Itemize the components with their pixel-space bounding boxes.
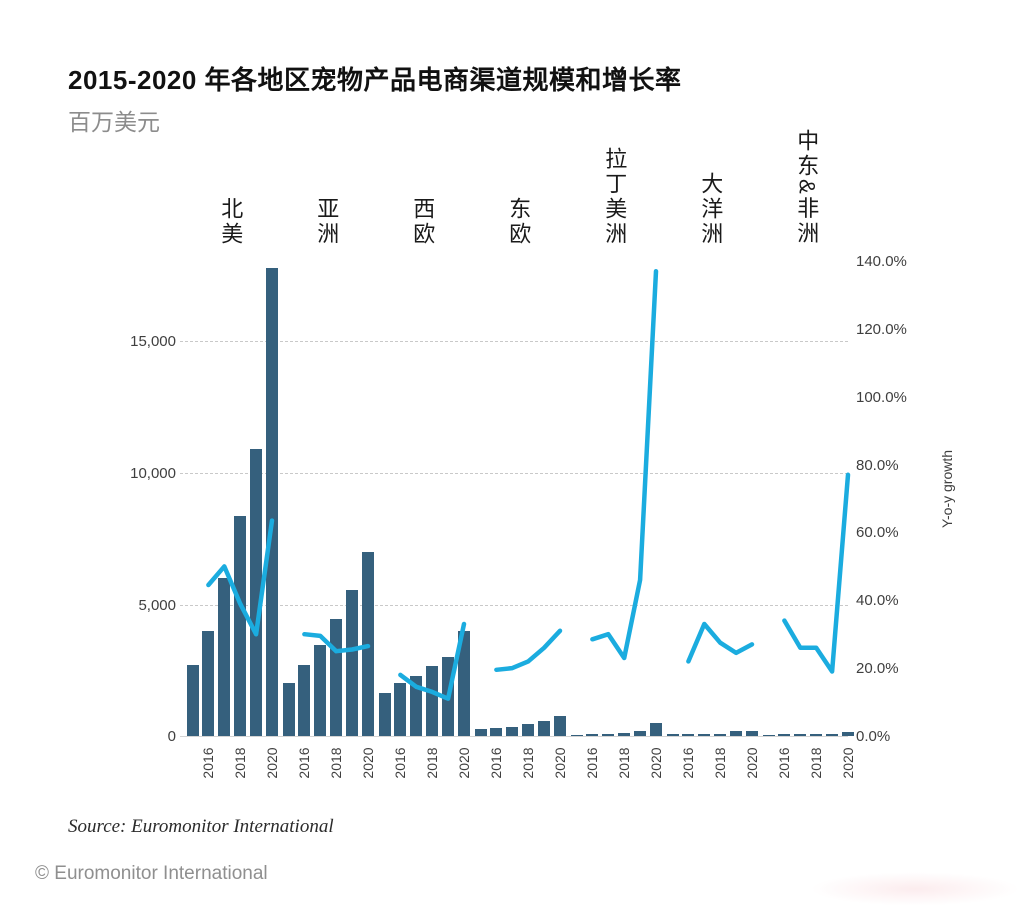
growth-line-region-2 <box>398 621 467 701</box>
right-axis-tick: 80.0% <box>856 456 899 474</box>
bar-2015 <box>282 683 295 736</box>
x-axis-line <box>180 736 848 737</box>
x-axis-tick-year: 2018 <box>808 747 825 779</box>
left-axis-tick: 10,000 <box>130 464 176 482</box>
region-label: 东欧 <box>506 197 532 247</box>
x-axis-tick-year: 2018 <box>616 747 633 779</box>
growth-line-region-4 <box>590 268 659 661</box>
right-axis-tick: 40.0% <box>856 592 899 610</box>
bar-2020 <box>266 267 278 736</box>
growth-line-region-1 <box>302 631 371 654</box>
bar-2020 <box>746 730 758 736</box>
region-label: 拉丁美洲 <box>602 147 628 247</box>
region-label: 大洋洲 <box>698 172 724 247</box>
x-axis-tick-year: 2016 <box>200 747 217 779</box>
x-axis-tick-year: 2020 <box>840 747 856 779</box>
bar-2017 <box>698 733 711 736</box>
bar-2015 <box>474 728 487 736</box>
growth-line-region-6 <box>782 472 851 674</box>
bar-2017 <box>602 733 615 736</box>
bar-2018 <box>522 723 535 736</box>
bar-2019 <box>634 731 647 736</box>
plot-area <box>180 260 856 737</box>
right-axis-tick: 60.0% <box>856 524 899 542</box>
bar-2015 <box>378 692 391 736</box>
bar-2020 <box>458 630 470 736</box>
growth-line-region-5 <box>686 621 755 664</box>
bar-2016 <box>394 683 407 736</box>
left-axis-tick: 15,000 <box>130 333 176 351</box>
bar-2019 <box>730 731 743 736</box>
right-axis-title: Y-o-y growth <box>939 449 955 529</box>
growth-line-region-0 <box>206 518 275 637</box>
bar-2017 <box>410 675 423 736</box>
right-axis-tick: 0.0% <box>856 728 891 745</box>
bar-2017 <box>506 726 519 736</box>
growth-line-region-3 <box>494 628 563 673</box>
right-axis-tick: 20.0% <box>856 660 899 678</box>
bar-2017 <box>218 578 231 736</box>
bar-2016 <box>490 728 503 736</box>
bar-2015 <box>186 665 199 736</box>
x-axis-tick-year: 2020 <box>744 747 760 779</box>
source-note: Source: Euromonitor International <box>68 816 334 837</box>
bar-2016 <box>202 630 215 736</box>
gridline-15000 <box>180 341 848 343</box>
region-label: 中东&非洲 <box>794 129 820 247</box>
bar-2016 <box>682 733 695 736</box>
x-axis-tick-year: 2016 <box>776 747 793 779</box>
x-axis-tick-year: 2018 <box>328 747 345 779</box>
x-axis-tick-year: 2020 <box>456 747 472 779</box>
bar-2020 <box>650 722 662 736</box>
region-label: 亚洲 <box>314 197 340 247</box>
x-axis-tick-year: 2016 <box>680 747 697 779</box>
gridline-10000 <box>180 472 848 474</box>
gridline-5000 <box>180 604 848 606</box>
page-title: 2015-2020 年各地区宠物产品电商渠道规模和增长率 <box>68 65 682 95</box>
bar-2016 <box>298 665 311 736</box>
x-axis-tick-year: 2018 <box>520 747 537 779</box>
x-axis-tick-year: 2018 <box>232 747 249 779</box>
bar-2018 <box>618 733 631 736</box>
x-axis-tick-year: 2016 <box>584 747 601 779</box>
x-axis-tick-year: 2016 <box>392 747 409 779</box>
right-axis-tick: 100.0% <box>856 388 907 406</box>
left-axis-tick: 5,000 <box>138 596 176 614</box>
bar-2018 <box>810 733 823 736</box>
bar-2018 <box>426 666 439 736</box>
bar-2017 <box>794 734 807 736</box>
x-axis-tick-year: 2020 <box>264 747 280 779</box>
bar-2016 <box>778 734 791 736</box>
x-axis-tick-year: 2020 <box>360 747 376 779</box>
x-axis-tick-year: 2016 <box>488 747 505 779</box>
region-label: 西欧 <box>410 197 436 247</box>
unit-subtitle: 百万美元 <box>68 109 160 135</box>
bar-2015 <box>666 734 679 736</box>
bar-2020 <box>554 716 566 736</box>
x-axis-tick-year: 2020 <box>552 747 568 779</box>
bar-2015 <box>762 734 775 736</box>
copyright-footer: © Euromonitor International <box>35 863 268 884</box>
watermark-smudge <box>810 872 1020 906</box>
left-axis-tick: 0 <box>167 728 176 745</box>
x-axis-tick-year: 2016 <box>296 747 313 779</box>
bar-2020 <box>842 731 854 736</box>
right-axis-tick: 120.0% <box>856 320 907 338</box>
region-label: 北美 <box>218 197 244 247</box>
bar-2017 <box>314 645 327 736</box>
bar-2015 <box>570 734 583 736</box>
x-axis-tick-year: 2018 <box>424 747 441 779</box>
bar-2019 <box>538 721 551 736</box>
bar-2019 <box>346 590 359 736</box>
bar-2018 <box>234 516 247 736</box>
bar-2016 <box>586 733 599 736</box>
x-axis-tick-year: 2020 <box>648 747 664 779</box>
right-axis-tick: 140.0% <box>856 253 907 270</box>
bar-2019 <box>250 449 263 736</box>
x-axis-tick-year: 2018 <box>712 747 729 779</box>
bar-2018 <box>714 733 727 736</box>
bar-2019 <box>826 733 839 736</box>
growth-lines-layer <box>206 268 851 701</box>
